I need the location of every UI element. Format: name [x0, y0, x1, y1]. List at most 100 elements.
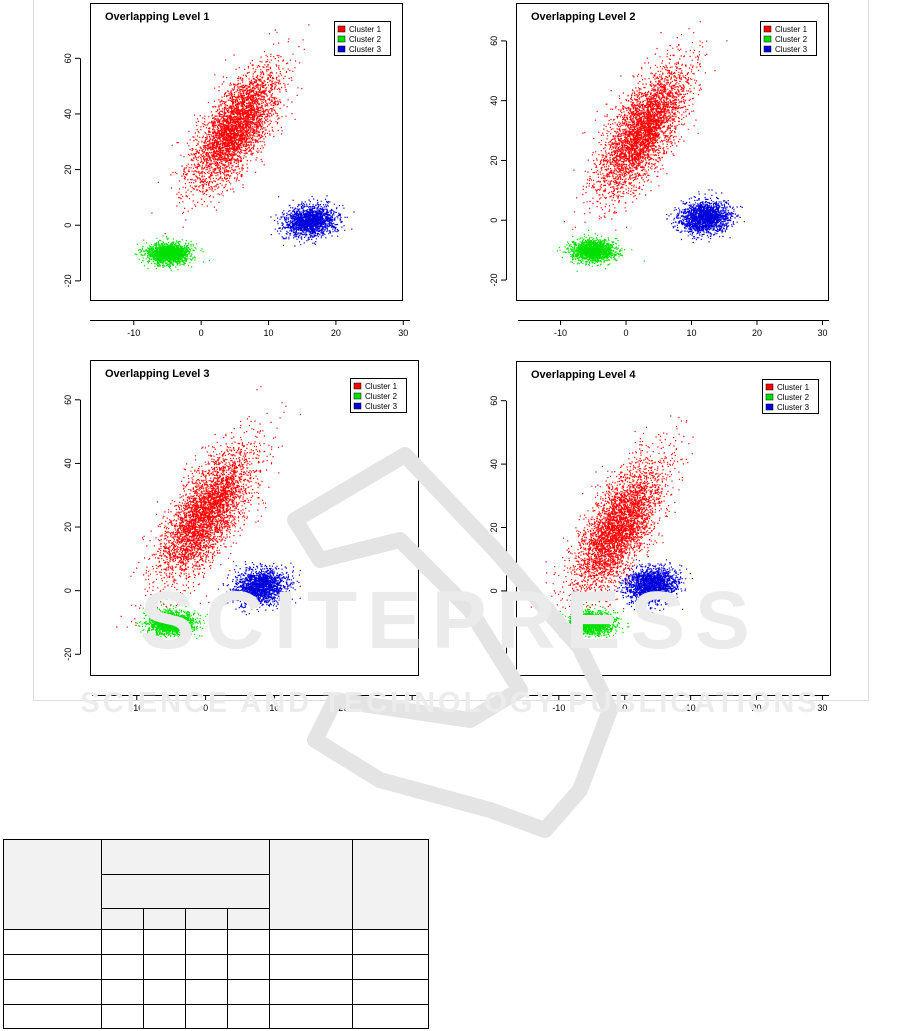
y-tick-label: 20 [489, 155, 499, 165]
legend-label: Cluster 2 [775, 35, 808, 44]
chart-title: Overlapping Level 1 [105, 11, 210, 23]
chart-title: Overlapping Level 4 [531, 369, 636, 381]
figure-frame-left [33, 0, 34, 700]
series-cluster-2-points [136, 602, 212, 644]
scatter-point [556, 229, 645, 272]
x-tick-label: 0 [624, 328, 629, 338]
y-tick-label: 40 [489, 96, 499, 106]
legend-label: Cluster 1 [775, 25, 808, 34]
y-tick-label: 40 [489, 459, 499, 469]
x-tick-label: 20 [338, 703, 348, 713]
x-tick-label: 20 [752, 328, 762, 338]
legend-label: Cluster 3 [775, 45, 808, 54]
legend-label: Cluster 3 [365, 402, 398, 411]
x-tick-label: 20 [331, 328, 341, 338]
x-tick-label: -10 [127, 328, 140, 338]
legend-label: Cluster 1 [349, 25, 382, 34]
legend-swatch [337, 35, 346, 43]
scatter-point [134, 235, 210, 272]
scatter-point [608, 556, 693, 614]
x-axis: -10 0 10 20 30 [92, 695, 419, 713]
y-tick-label: 20 [63, 165, 73, 175]
series-cluster-3-points [270, 195, 355, 247]
table-header-col6 [269, 839, 352, 929]
y-tick-label: 60 [63, 53, 73, 63]
x-axis: -10 0 10 20 30 [516, 695, 829, 713]
figure-frame-bottom [33, 700, 869, 701]
series-cluster-3-points [666, 189, 745, 244]
x-tick-label: 30 [817, 703, 827, 713]
y-axis: -20 0 20 40 60 [63, 53, 81, 287]
table-header-col7 [352, 839, 429, 929]
x-tick-label: 0 [622, 703, 627, 713]
series-cluster-1-points [116, 386, 301, 635]
table-header-col1 [3, 839, 101, 929]
legend-label: Cluster 2 [365, 392, 398, 401]
y-tick-label: 60 [63, 395, 73, 405]
y-tick-label: 20 [489, 523, 499, 533]
y-tick-label: 40 [63, 458, 73, 468]
x-tick-label: 10 [686, 703, 696, 713]
legend-label: Cluster 2 [777, 393, 810, 402]
legend-swatch [353, 402, 362, 410]
legend-label: Cluster 2 [349, 35, 382, 44]
table-header-sub1 [101, 908, 143, 929]
y-tick-label: 60 [489, 396, 499, 406]
y-tick-label: -20 [63, 274, 73, 287]
legend-swatch [763, 45, 772, 53]
series-cluster-1-points [151, 24, 310, 235]
series-cluster-2-points [556, 229, 645, 272]
series-cluster-3-points [217, 561, 301, 616]
legend-swatch [337, 25, 346, 33]
y-tick-label: 40 [63, 109, 73, 119]
table-header-sub2 [143, 908, 185, 929]
legend-label: Cluster 3 [349, 45, 382, 54]
legend-swatch [337, 45, 346, 53]
chart-title: Overlapping Level 2 [531, 11, 636, 23]
legend-swatch [765, 383, 774, 391]
x-tick-label: 20 [752, 703, 762, 713]
y-tick-label: -20 [489, 648, 499, 661]
y-tick-label: 0 [489, 218, 499, 223]
results-table [3, 839, 429, 1029]
scatter-point [136, 602, 212, 644]
figure-frame-right [868, 0, 869, 700]
x-tick-label: 0 [199, 328, 204, 338]
y-tick-label: -20 [63, 648, 73, 661]
x-tick-label: -10 [130, 703, 143, 713]
y-tick-label: 0 [63, 588, 73, 593]
table-header-sub3 [185, 908, 227, 929]
scatter-point [151, 24, 310, 235]
x-tick-label: 10 [269, 703, 279, 713]
x-tick-label: 30 [407, 703, 417, 713]
legend-swatch [765, 403, 774, 411]
plot-frame [90, 3, 403, 301]
table-header-group [101, 839, 269, 874]
x-axis: -10 0 10 20 30 [518, 320, 829, 338]
series-cluster-1-points [563, 21, 728, 231]
x-tick-label: 10 [686, 328, 696, 338]
legend-swatch [765, 393, 774, 401]
plot-frame [516, 3, 829, 301]
y-axis: -20 0 20 40 60 [63, 395, 81, 661]
legend-label: Cluster 3 [777, 403, 810, 412]
scatter-point [563, 21, 728, 231]
legend-label: Cluster 1 [365, 382, 398, 391]
x-tick-label: 0 [203, 703, 208, 713]
table-grid [3, 839, 429, 1029]
y-tick-label: 60 [489, 36, 499, 46]
legend-swatch [353, 382, 362, 390]
legend-swatch [763, 35, 772, 43]
scatter-point [666, 189, 745, 244]
x-tick-label: -10 [552, 703, 565, 713]
chart-title: Overlapping Level 3 [105, 368, 210, 380]
table-header-subgroup [101, 874, 269, 908]
legend-label: Cluster 1 [777, 383, 810, 392]
